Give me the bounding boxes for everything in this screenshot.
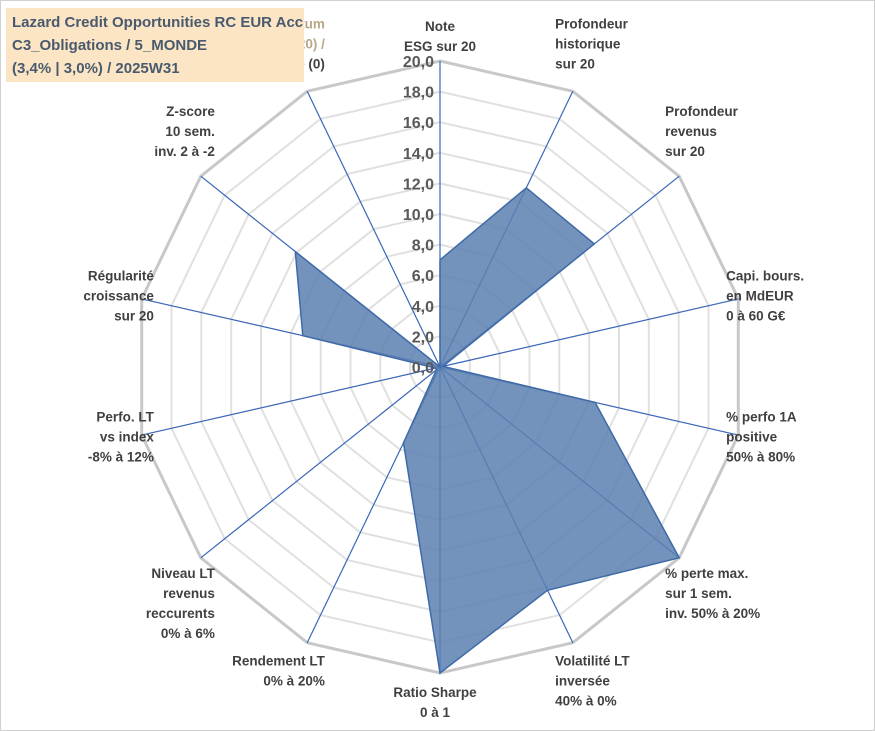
axis-label-6-line-2: 40% à 0%: [555, 694, 617, 709]
axis-label-5-line-0: % perte max.: [665, 566, 748, 581]
axis-label-12-line-0: Z-score: [166, 104, 215, 119]
axis-label-5-line-1: sur 1 sem.: [665, 586, 732, 601]
axis-label-1-line-1: historique: [555, 36, 621, 51]
axis-label-1-line-0: Profondeur: [555, 16, 628, 31]
axis-label-9-line-3: 0% à 6%: [161, 626, 215, 641]
axis-label-5: % perte max. sur 1 sem. inv. 50% à 20%: [665, 566, 760, 621]
chart-title-line-1: Lazard Credit Opportunities RC EUR Acc: [12, 14, 304, 31]
axis-label-3: Capi. bours. en MdEUR 0 à 60 G€: [726, 269, 804, 324]
axis-label-5-line-2: inv. 50% à 20%: [665, 606, 760, 621]
axis-label-2-line-1: revenus: [665, 124, 717, 139]
axis-label-0: Note ESG sur 20: [404, 19, 476, 54]
chart-title-line-2: C3_Obligations / 5_MONDE: [12, 37, 208, 54]
axis-label-2-line-0: Profondeur: [665, 104, 738, 119]
axis-label-1: Profondeur historique sur 20: [555, 16, 628, 71]
axis-label-6-line-1: inversée: [555, 674, 610, 689]
tick-label-5: 10,0: [403, 207, 434, 224]
axis-label-1-line-2: sur 20: [555, 56, 595, 71]
tick-label-1: 2,0: [412, 329, 434, 346]
axis-label-4-line-0: % perfo 1A: [726, 409, 797, 424]
axis-label-3-line-2: 0 à 60 G€: [726, 309, 786, 324]
axis-label-2-line-2: sur 20: [665, 144, 705, 159]
axis-label-10-line-2: -8% à 12%: [88, 449, 154, 464]
axis-label-3-line-1: en MdEUR: [726, 289, 794, 304]
axis-spoke-10: [141, 366, 441, 436]
axis-label-9-line-1: revenus: [163, 586, 215, 601]
tick-layer: 0,0 2,0 4,0 6,0 8,0 10,0 12,0 14,0 16,0 18,0 20,0: [403, 54, 434, 377]
axis-label-8-line-1: 0% à 20%: [263, 674, 325, 689]
axis-label-9-line-2: reccurents: [146, 606, 215, 621]
axis-label-7-line-0: Ratio Sharpe: [393, 685, 477, 700]
axis-label-8-line-0: Rendement LT: [232, 654, 326, 669]
tick-label-2: 4,0: [412, 299, 434, 316]
axis-label-11-line-1: croissance: [83, 289, 154, 304]
axis-label-6-line-0: Volatilité LT: [555, 654, 630, 669]
axis-label-0-line-0: Note: [425, 19, 455, 34]
title-box: Lazard Credit Opportunities RC EUR Acc C…: [6, 8, 304, 82]
chart-title-line-3: (3,4% | 3,0%) / 2025W31: [12, 60, 180, 77]
tick-label-7: 14,0: [403, 146, 434, 163]
axis-label-12-line-1: 10 sem.: [165, 124, 215, 139]
axis-label-7-line-1: 0 à 1: [420, 705, 451, 720]
tick-label-6: 12,0: [403, 176, 434, 193]
tick-label-10: 20,0: [403, 54, 434, 71]
axis-label-10: Perfo. LT vs index -8% à 12%: [88, 409, 155, 464]
tick-label-4: 8,0: [412, 238, 434, 255]
axis-label-4-line-1: positive: [726, 429, 778, 444]
axis-label-10-line-1: vs index: [100, 429, 155, 444]
axis-label-12: Z-score 10 sem. inv. 2 à -2: [154, 104, 215, 159]
series-layer: [294, 186, 681, 675]
tick-label-0: 0,0: [412, 360, 434, 377]
axis-label-4-line-2: 50% à 80%: [726, 449, 795, 464]
axis-label-11: Régularité croissance sur 20: [83, 269, 154, 324]
axis-label-9-line-0: Niveau LT: [151, 566, 215, 581]
axis-label-6: Volatilité LT inversée 40% à 0%: [555, 654, 630, 709]
tick-label-9: 18,0: [403, 85, 434, 102]
axis-label-8: Rendement LT 0% à 20%: [232, 654, 326, 689]
axis-label-12-line-2: inv. 2 à -2: [154, 144, 215, 159]
axis-label-10-line-0: Perfo. LT: [96, 409, 154, 424]
tick-label-3: 6,0: [412, 268, 434, 285]
axis-label-9: Niveau LT revenus reccurents 0% à 6%: [146, 566, 216, 641]
axis-label-7: Ratio Sharpe 0 à 1: [393, 685, 477, 720]
axis-spoke-13: [306, 91, 441, 368]
axis-label-11-line-0: Régularité: [88, 269, 155, 284]
tick-label-8: 16,0: [403, 115, 434, 132]
axis-label-0-line-1: ESG sur 20: [404, 39, 476, 54]
axis-label-3-line-0: Capi. bours.: [726, 269, 804, 284]
axis-label-2: Profondeur revenus sur 20: [665, 104, 738, 159]
axis-spoke-3: [439, 298, 739, 368]
axis-label-11-line-2: sur 20: [114, 309, 154, 324]
axis-spoke-9: [200, 366, 441, 559]
axis-label-4: % perfo 1A positive 50% à 80%: [726, 409, 797, 464]
